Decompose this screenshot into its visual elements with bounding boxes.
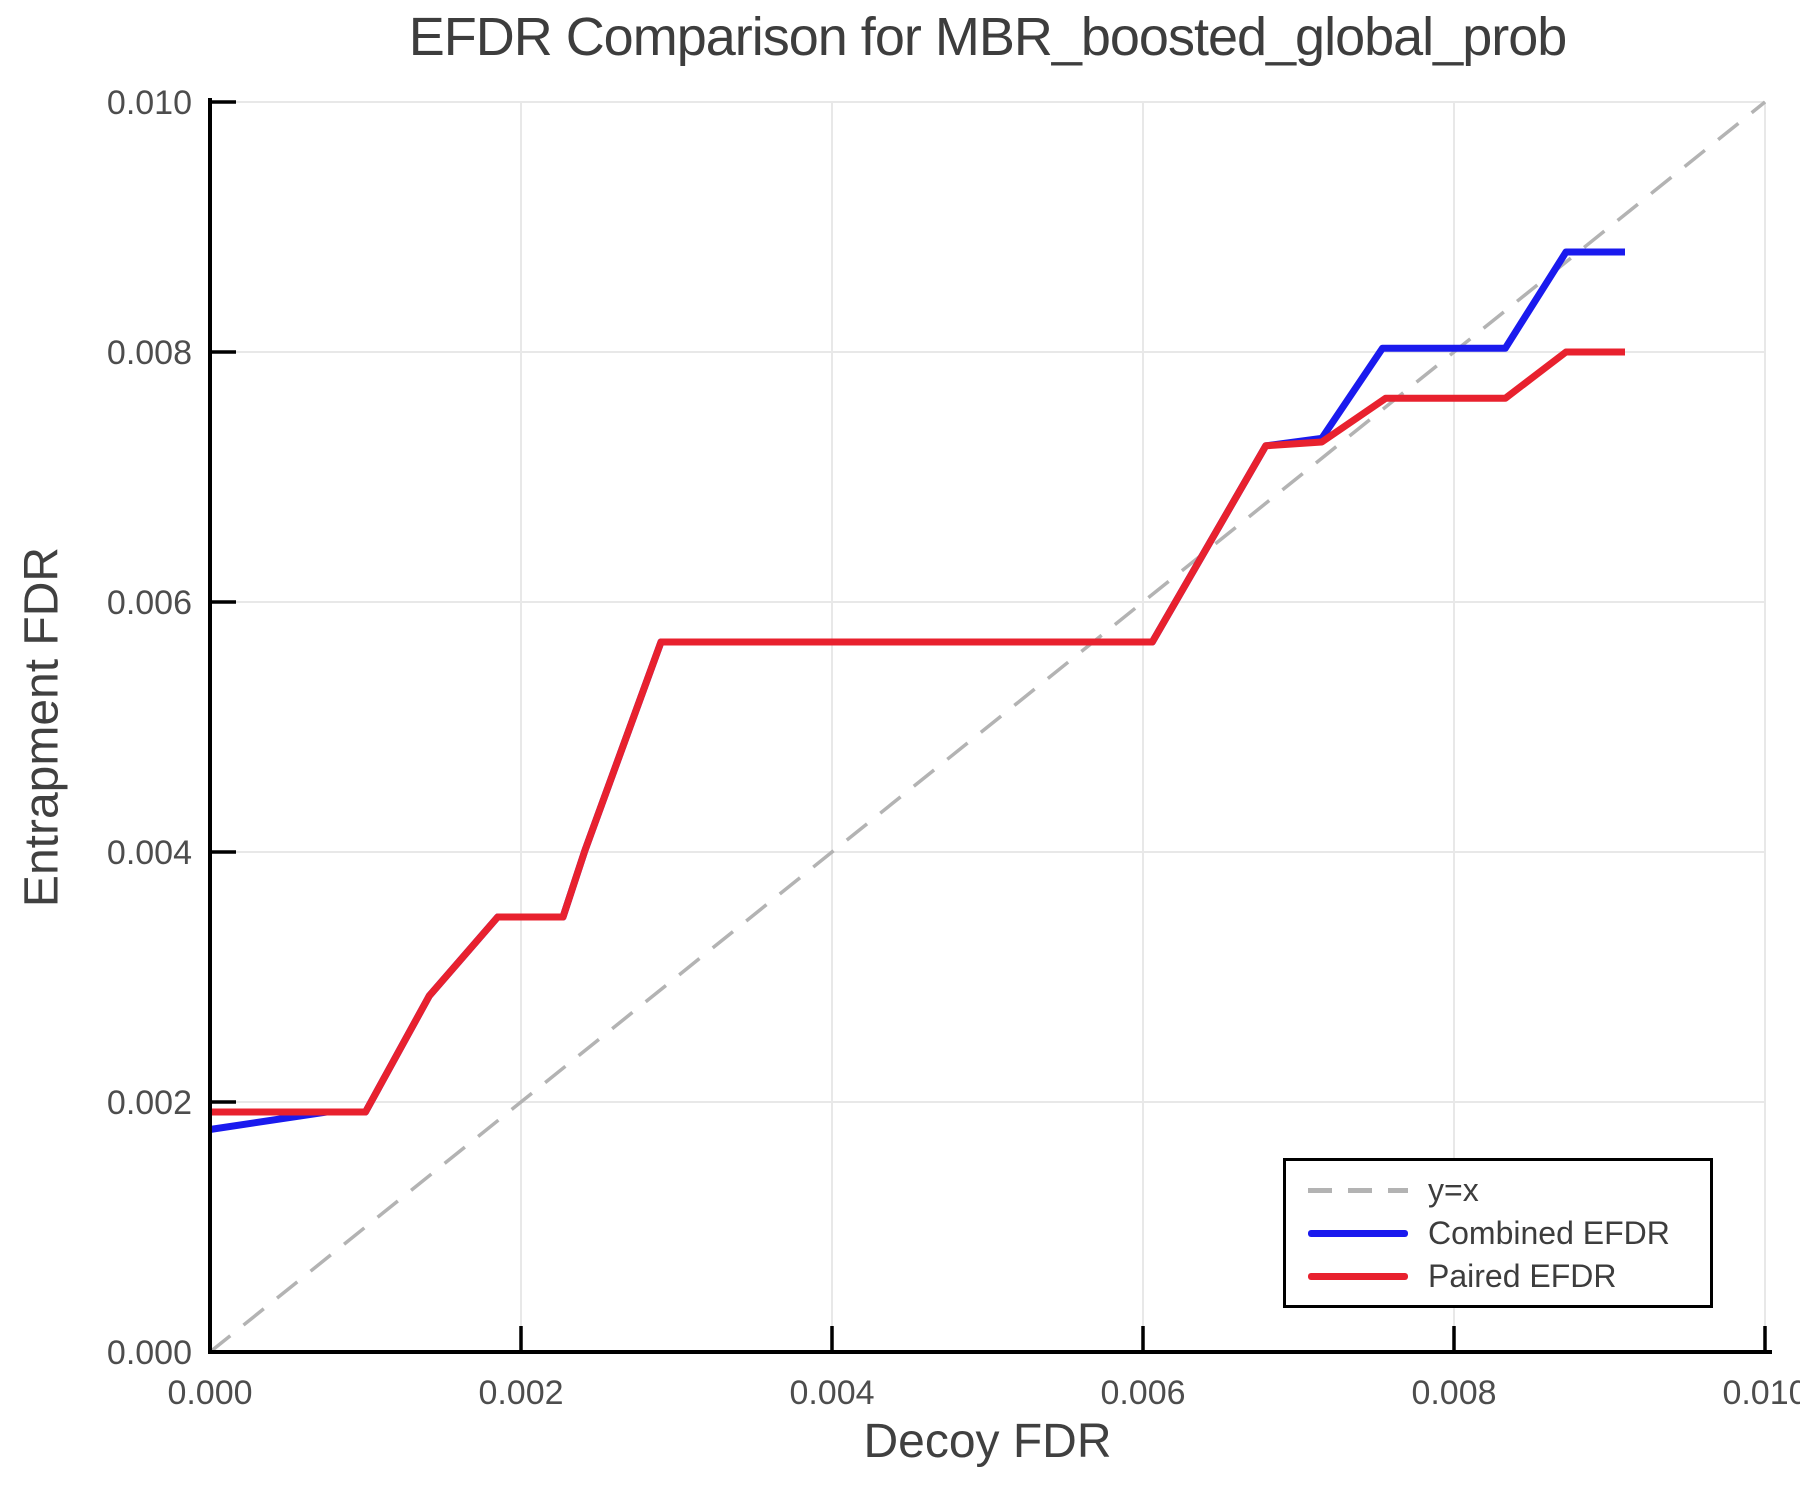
x-tick-label: 0.004 bbox=[789, 1374, 874, 1412]
y-tick-label: 0.006 bbox=[107, 584, 192, 622]
x-tick-label: 0.000 bbox=[167, 1374, 252, 1412]
legend: y=x Combined EFDR Paired EFDR bbox=[1283, 1158, 1713, 1308]
y-tick-label: 0.010 bbox=[107, 84, 192, 122]
legend-item-combined-efdr: Combined EFDR bbox=[1308, 1216, 1710, 1250]
series-line-combined-efdr bbox=[209, 248, 1625, 1133]
chart-title: EFDR Comparison for MBR_boosted_global_p… bbox=[408, 7, 1568, 67]
y-tick-label: 0.008 bbox=[107, 334, 192, 372]
x-tick-label: 0.002 bbox=[478, 1374, 563, 1412]
legend-item-paired-efdr: Paired EFDR bbox=[1308, 1259, 1710, 1293]
legend-label: y=x bbox=[1428, 1172, 1479, 1208]
y-tick-label: 0.002 bbox=[107, 1084, 192, 1122]
y-tick-label: 0.004 bbox=[107, 834, 192, 872]
x-tick-label: 0.006 bbox=[1100, 1374, 1185, 1412]
legend-line-sample-dashed bbox=[1308, 1187, 1408, 1193]
legend-label: Paired EFDR bbox=[1428, 1258, 1617, 1294]
legend-line-sample-red bbox=[1308, 1272, 1408, 1280]
x-axis-label: Decoy FDR bbox=[863, 1415, 1112, 1468]
x-tick-label: 0.008 bbox=[1411, 1374, 1496, 1412]
legend-line-sample-blue bbox=[1308, 1229, 1408, 1237]
legend-item-yx: y=x bbox=[1308, 1173, 1710, 1207]
y-tick-label: 0.000 bbox=[107, 1334, 192, 1372]
x-tick-label: 0.010 bbox=[1722, 1374, 1800, 1412]
series-line-paired-efdr bbox=[210, 348, 1625, 1116]
y-axis-label: Entrapment FDR bbox=[15, 546, 69, 908]
legend-label: Combined EFDR bbox=[1428, 1215, 1670, 1251]
series-line-y-x bbox=[208, 100, 1767, 1354]
